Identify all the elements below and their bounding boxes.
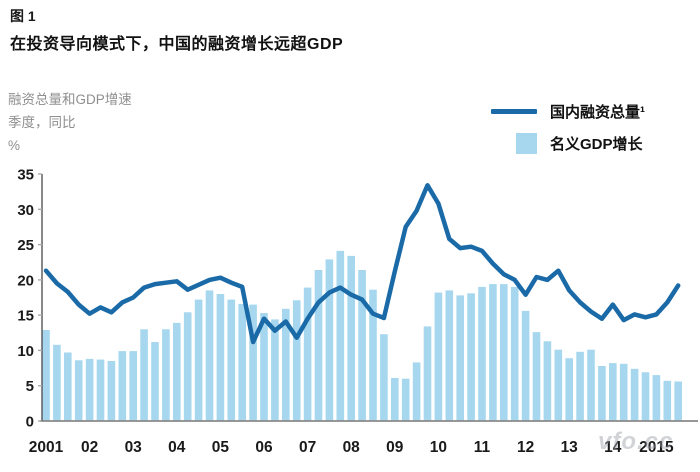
x-tick-labels: 2001 02 03 04 05 06 07 08 09 10 11 12 13 14 2015: [29, 439, 674, 456]
x-tick-label: 09: [386, 439, 404, 456]
y-axis-caption-line1: 融资总量和GDP增速: [8, 92, 132, 107]
chart-title: 在投资导向模式下，中国的融资增长远超GDP: [10, 36, 344, 53]
figure-label: 图 1: [10, 8, 36, 24]
y-tick-label: 35: [17, 167, 34, 184]
legend-label-gdp: 名义GDP增长: [550, 135, 643, 153]
legend-item-gdp: 名义GDP增长: [479, 130, 645, 156]
x-tick-label: 07: [299, 439, 316, 456]
y-tick-label: 10: [17, 343, 34, 360]
y-tick-label: 20: [17, 272, 34, 289]
x-tick-label: 14: [604, 439, 622, 456]
x-tick-label: 04: [168, 439, 186, 456]
x-tick-label: 13: [561, 439, 579, 456]
x-tick-label: 2001: [29, 439, 64, 456]
x-tick-label: 05: [212, 439, 230, 456]
y-axis-caption-line3: %: [8, 138, 21, 153]
y-tick-label: 25: [17, 237, 34, 254]
legend-label-financing: 国内融资总量¹: [550, 103, 645, 121]
x-tick-label: 11: [474, 439, 491, 456]
y-tick-label: 15: [17, 308, 34, 325]
y-tick-labels: 0 5 10 15 20 25 30 35: [17, 167, 42, 431]
y-tick-label: 5: [26, 378, 34, 395]
y-axis-caption-line2: 季度，同比: [8, 115, 76, 130]
x-tick-label: 02: [81, 439, 98, 456]
x-tick-label: 08: [343, 439, 361, 456]
gdp-bars: [42, 250, 682, 421]
financing-line: [43, 183, 681, 345]
bar-series-swatch-icon: [516, 132, 537, 154]
y-axis-caption: 融资总量和GDP增速 季度，同比 %: [8, 88, 132, 157]
y-tick-label: 0: [26, 414, 34, 431]
y-tick-label: 30: [17, 202, 34, 219]
line-series-swatch-icon: [491, 108, 537, 114]
x-tick-label: 12: [517, 439, 534, 456]
x-tick-label: 10: [430, 439, 447, 456]
x-tick-label: 2015: [639, 439, 674, 456]
x-tick-label: 03: [125, 439, 143, 456]
x-tick-label: 06: [255, 439, 273, 456]
legend-item-financing: 国内融资总量¹: [479, 98, 645, 124]
legend: 国内融资总量¹ 名义GDP增长: [479, 98, 645, 162]
